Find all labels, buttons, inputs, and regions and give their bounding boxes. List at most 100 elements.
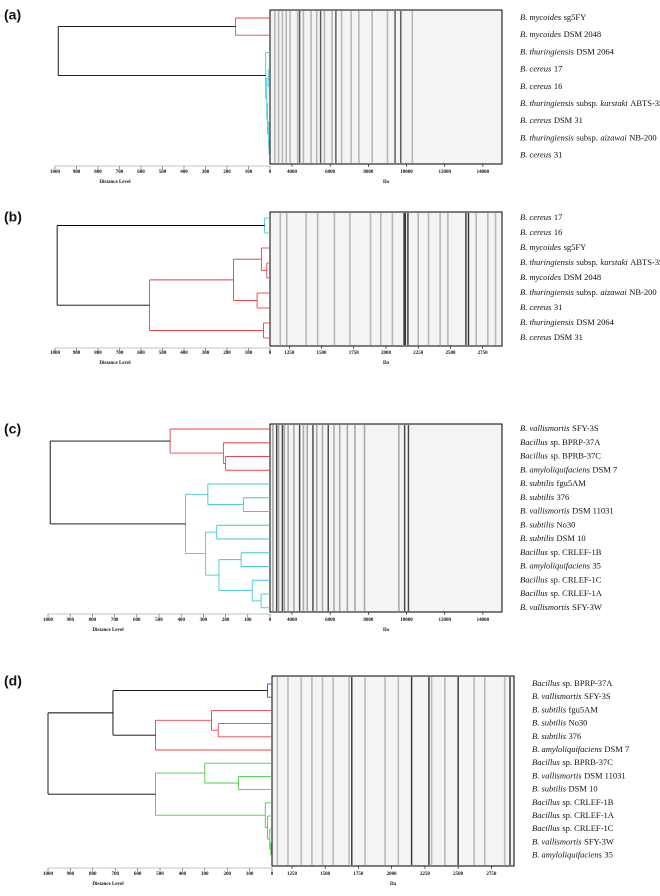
x-tick-label: 600: [133, 618, 141, 623]
x-tick-label: 700: [111, 618, 119, 623]
label-part: B. thuringiensis: [520, 46, 575, 56]
label-part: 17: [554, 64, 563, 74]
label-part: fgu5AM: [557, 478, 587, 488]
x2-tick-label: 10000: [400, 170, 413, 175]
label-part: DSM 11031: [584, 770, 625, 780]
label-part: DSM 2064: [576, 46, 614, 56]
x-tick-label: 100: [245, 351, 253, 356]
label-part: subsp.: [576, 132, 598, 142]
label-part: B. cereus: [520, 64, 552, 74]
x2-tick-label: 14000: [477, 618, 490, 623]
leaf-label: B. subtilis fgu5AM: [520, 478, 586, 488]
x-axis-label: Distance Level: [99, 361, 131, 366]
leaf-label: B. mycoides DSM 2048: [520, 29, 601, 39]
x-tick-label: 400: [179, 872, 187, 877]
label-part: Bacillus: [532, 823, 561, 833]
x-tick-label: 900: [73, 351, 81, 356]
label-part: kurstaki: [600, 257, 628, 267]
x-tick-label: 1000: [50, 351, 61, 356]
x2-tick-label: 1250: [284, 351, 295, 356]
label-part: B. thuringiensis: [520, 257, 575, 267]
label-part: B. vallismortis: [520, 505, 570, 515]
x-tick-label: 200: [223, 872, 231, 877]
x2-axis-label: Da: [383, 361, 390, 366]
label-part: B. subtilis: [532, 784, 567, 794]
x2-tick-label: 10000: [400, 618, 413, 623]
label-part: No30: [569, 718, 588, 728]
label-part: ABTS-351: [630, 98, 660, 108]
x-tick-label: 100: [246, 872, 254, 877]
x-tick-label: 1000: [43, 618, 54, 623]
label-part: subsp.: [576, 98, 598, 108]
label-part: B. mycoides: [520, 272, 562, 282]
label-part: SFY-3S: [572, 423, 599, 433]
label-part: sg5FY: [564, 12, 587, 22]
label-part: 31: [554, 302, 563, 312]
label-part: B. vallismortis: [520, 423, 570, 433]
x2-tick-label: 2750: [486, 872, 497, 877]
label-part: aizawai: [600, 287, 627, 297]
leaf-label: B. amyloliquifaciens 35: [532, 850, 613, 860]
x2-tick-label: 2500: [445, 351, 456, 356]
x2-tick-label: 1750: [349, 351, 360, 356]
label-part: 376: [557, 492, 570, 502]
label-part: B. subtilis: [520, 492, 555, 502]
label-part: B. subtilis: [532, 731, 567, 741]
x2-tick-label: 6000: [325, 618, 336, 623]
label-part: DSM 31: [554, 115, 583, 125]
leaf-label: Bacillus sp. BPRB-37C: [532, 757, 613, 767]
label-part: B. amyloliquifaciens: [520, 464, 591, 474]
x-tick-label: 300: [200, 618, 208, 623]
leaf-label: Bacillus sp. CRLEF-1C: [532, 823, 614, 833]
label-part: DSM 7: [604, 744, 629, 754]
label-part: Bacillus: [532, 757, 561, 767]
label-part: 16: [554, 81, 563, 91]
x-axis-label: Distance Level: [99, 180, 131, 185]
x-tick-label: 600: [137, 170, 145, 175]
label-part: B. subtilis: [532, 718, 567, 728]
leaf-label: B. vallismortis SFY-3W: [520, 602, 602, 612]
label-part: B. mycoides: [520, 242, 562, 252]
x-tick-label: 1000: [50, 170, 61, 175]
x-tick-label: 0: [271, 872, 274, 877]
x2-tick-label: 1500: [317, 351, 328, 356]
leaf-label: B. thuringiensis subsp. aizawai NB-200: [520, 287, 657, 297]
label-part: Bacillus: [520, 588, 549, 598]
x2-tick-label: 1750: [353, 872, 364, 877]
label-part: B. amyloliquifaciens: [520, 560, 591, 570]
panel-label: (c): [4, 421, 21, 437]
leaf-label: B. vallismortis SFY-3W: [532, 836, 614, 846]
label-part: sg5FY: [564, 242, 587, 252]
leaf-label: B. vallismortis SFY-3S: [520, 423, 599, 433]
x2-tick-label: 2750: [478, 351, 489, 356]
leaf-label: B. thuringiensis DSM 2064: [520, 317, 615, 327]
label-part: DSM 10: [557, 533, 586, 543]
label-part: B. mycoides: [520, 29, 562, 39]
x-tick-label: 900: [73, 170, 81, 175]
x-tick-label: 200: [223, 351, 231, 356]
spectrum-box: [269, 423, 503, 613]
label-part: Bacillus: [520, 450, 549, 460]
label-part: Bacillus: [520, 547, 549, 557]
label-part: B. amyloliquifaciens: [532, 850, 603, 860]
label-part: B. cereus: [520, 81, 552, 91]
x-tick-label: 300: [202, 351, 210, 356]
label-part: No30: [557, 519, 576, 529]
leaf-label: B. mycoides DSM 2048: [520, 272, 601, 282]
label-part: DSM 10: [569, 784, 598, 794]
x2-axis-label: Da: [390, 882, 397, 887]
leaf-label: B. amyloliquifaciens 35: [520, 560, 601, 570]
label-part: DSM 31: [554, 332, 583, 342]
label-part: 35: [592, 560, 601, 570]
leaf-label: Bacillus sp. BPRP-37A: [520, 437, 601, 447]
x-tick-label: 0: [269, 618, 272, 623]
label-part: B. subtilis: [520, 478, 555, 488]
leaf-label: B. amyloliquifaciens DSM 7: [532, 744, 629, 754]
leaf-label: B. vallismortis DSM 11031: [520, 505, 614, 515]
label-part: sp. CRLEF-1C: [562, 823, 613, 833]
label-part: B. cereus: [520, 227, 552, 237]
label-part: B. thuringiensis: [520, 287, 575, 297]
leaf-label: B. cereus 16: [520, 227, 562, 237]
